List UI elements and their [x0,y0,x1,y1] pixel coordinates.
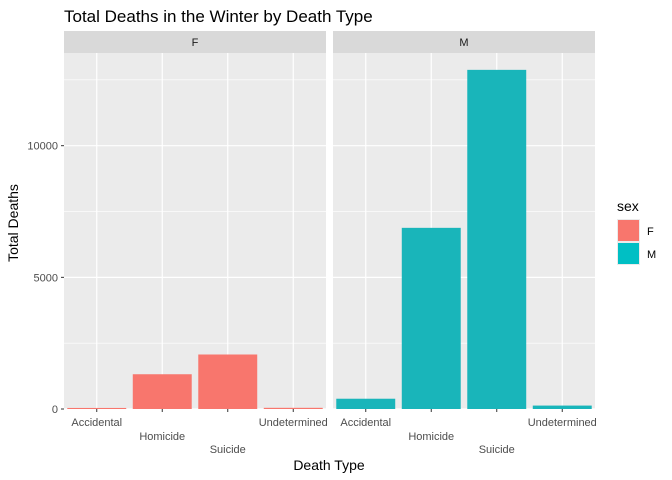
bar-F-homicide [132,374,192,409]
y-tick-label: 10000 [27,141,58,153]
legend: sex FM [617,198,656,265]
bar-M-suicide [467,69,527,409]
legend-label: M [647,249,656,261]
x-tick-label: Undetermined [528,417,597,429]
y-axis-title: Total Deaths [5,184,21,262]
legend-label: F [647,226,654,238]
x-tick-label: Homicide [408,431,454,443]
x-tick-label: Undetermined [259,417,328,429]
facet-strip [64,31,326,53]
facet-panels: F Accidental Homicide Suicide Undetermined M A… [27,31,597,456]
x-tick-label: Suicide [479,444,515,456]
chart-title: Total Deaths in the Winter by Death Type [64,7,373,26]
x-tick-label: Homicide [139,431,185,443]
x-tick-label: Suicide [210,444,246,456]
y-tick-label: 5000 [34,272,58,284]
bar-F-undetermined [263,407,323,409]
facet-strip-label: M [459,37,468,49]
legend-key-F [618,220,639,241]
bar-M-accidental [336,398,396,409]
y-tick-label: 0 [52,404,58,416]
x-tick-label: Accidental [340,417,391,429]
bar-M-homicide [401,227,461,409]
panel-background [64,53,326,409]
legend-title: sex [617,198,639,214]
bar-F-accidental [67,407,127,409]
x-tick-label: Accidental [71,417,122,429]
legend-key-M [618,243,639,264]
panel-background [333,53,595,409]
facet-strip [333,31,595,53]
bar-M-undetermined [532,405,592,409]
x-axis-title: Death Type [293,457,365,473]
bar-F-suicide [198,354,258,409]
facet-strip-label: F [192,37,199,49]
